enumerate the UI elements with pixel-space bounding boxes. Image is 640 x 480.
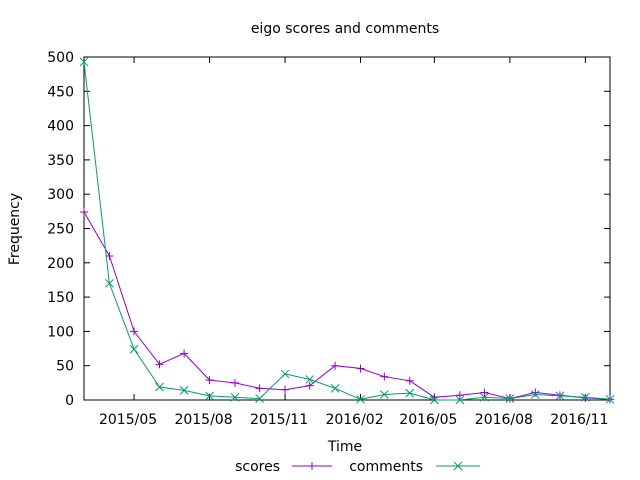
- comments-point: [430, 395, 439, 405]
- scores-point: [331, 361, 340, 370]
- scores-point: [80, 208, 88, 217]
- x-axis-label: Time: [327, 439, 362, 455]
- x-tick-label: 2016/11: [550, 412, 608, 428]
- comments-point: [555, 391, 565, 401]
- comments-point: [405, 388, 415, 398]
- comments-point: [455, 395, 465, 405]
- legend: scores comments: [235, 459, 480, 475]
- comments-point: [356, 394, 365, 404]
- y-tick-label: 100: [47, 324, 74, 340]
- scores-point: [180, 349, 189, 358]
- series-scores: [80, 208, 614, 404]
- scores-point: [281, 385, 290, 394]
- scores-point: [105, 251, 114, 260]
- x-tick-label: 2015/11: [250, 412, 308, 428]
- chart-title: eigo scores and comments: [251, 21, 439, 37]
- y-tick-label: 200: [47, 256, 74, 272]
- comments-point: [105, 279, 114, 288]
- y-tick-label: 350: [47, 153, 74, 169]
- y-tick-label: 450: [47, 84, 74, 100]
- y-tick-label: 500: [47, 50, 74, 66]
- comments-point: [480, 392, 489, 402]
- scores-point: [480, 388, 489, 397]
- x-tick-label: 2015/08: [174, 412, 232, 428]
- comments-point: [530, 390, 540, 399]
- comments-point: [305, 375, 315, 384]
- y-tick-label: 250: [47, 222, 74, 238]
- y-axis-label: Frequency: [7, 193, 23, 265]
- legend-marker-scores: [308, 462, 316, 470]
- scores-point: [255, 384, 264, 393]
- comments-point: [605, 394, 615, 404]
- scores-line: [83, 211, 611, 400]
- scores-point: [230, 378, 239, 387]
- legend-label-comments: comments: [349, 459, 423, 475]
- comments-point: [129, 344, 139, 354]
- scores-point: [130, 327, 139, 336]
- scores-point: [405, 376, 414, 385]
- y-tick-label: 150: [47, 290, 74, 306]
- y-tick-label: 50: [56, 359, 74, 375]
- scores-point: [155, 360, 164, 369]
- y-tick-label: 0: [65, 393, 74, 409]
- scores-point: [305, 381, 314, 390]
- legend-label-scores: scores: [235, 459, 280, 475]
- comments-point: [179, 386, 189, 395]
- plot-area: [83, 56, 611, 401]
- x-axis: 2015/05 2015/08 2015/11 2016/02 2016/05 2016/…: [99, 57, 608, 428]
- scores-point: [356, 364, 365, 373]
- series-comments: [79, 57, 615, 405]
- comments-point: [155, 382, 164, 392]
- comments-point: [379, 390, 389, 399]
- scores-point: [205, 376, 214, 385]
- x-tick-label: 2016/05: [399, 412, 457, 428]
- comments-line: [83, 61, 611, 401]
- x-tick-label: 2015/05: [99, 412, 157, 428]
- comments-point: [330, 383, 340, 393]
- comments-point: [205, 391, 214, 401]
- comments-point: [255, 394, 264, 403]
- comments-point: [280, 369, 290, 379]
- y-tick-label: 400: [47, 119, 74, 135]
- comments-point: [79, 57, 89, 67]
- scores-point: [380, 372, 389, 381]
- plot-border: [83, 56, 611, 401]
- y-tick-label: 300: [47, 187, 74, 203]
- x-tick-label: 2016/02: [325, 412, 383, 428]
- y-axis: 0 50 100 150 200 250 300 350 400 450 500: [47, 50, 610, 409]
- comments-point: [581, 392, 590, 402]
- scores-point: [455, 391, 464, 400]
- comments-point: [230, 392, 240, 402]
- comments-point: [505, 394, 515, 403]
- x-tick-label: 2016/08: [475, 412, 533, 428]
- series-layer: [79, 57, 615, 405]
- legend-marker-comments: [453, 461, 463, 471]
